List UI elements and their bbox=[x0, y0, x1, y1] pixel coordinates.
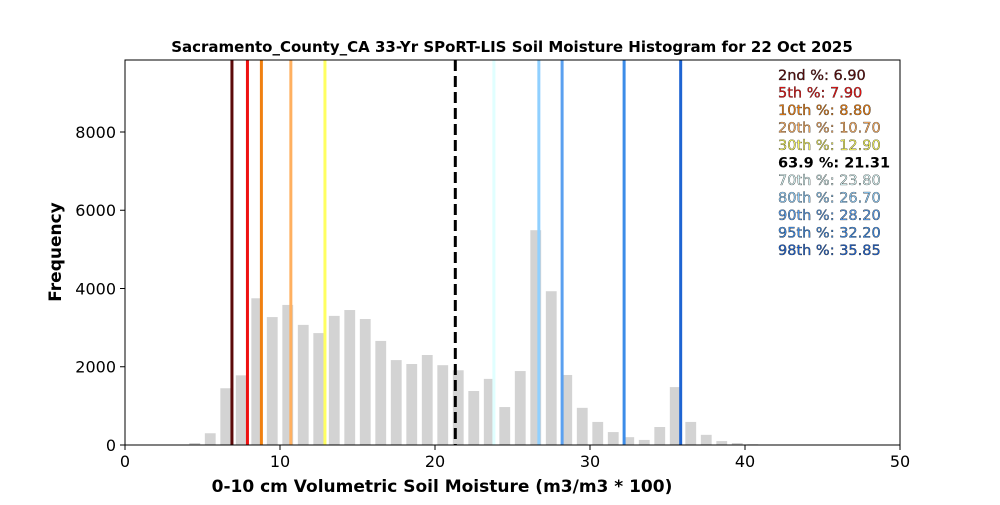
x-axis-label: 0-10 cm Volumetric Soil Moisture (m3/m3 … bbox=[212, 477, 673, 497]
x-tick-label: 10 bbox=[270, 452, 290, 471]
histogram-bar bbox=[623, 437, 635, 445]
histogram-bar bbox=[669, 387, 681, 445]
histogram-bar bbox=[592, 421, 604, 445]
plot-frame bbox=[124, 59, 901, 446]
histogram-bar bbox=[530, 230, 542, 445]
histogram-bar bbox=[390, 360, 402, 445]
histogram-bar bbox=[375, 340, 387, 445]
y-tick-label: 6000 bbox=[75, 201, 116, 220]
legend-entry: 20th %: 10.70 bbox=[778, 121, 881, 137]
legend-entry: 2nd %: 6.90 bbox=[778, 68, 866, 84]
histogram-bar bbox=[266, 317, 278, 445]
histogram-bar bbox=[313, 333, 325, 445]
legend-entry: 63.9 %: 21.31 bbox=[778, 156, 890, 172]
x-tick-label: 30 bbox=[580, 452, 600, 471]
histogram-bar bbox=[344, 310, 356, 445]
histogram-bar bbox=[731, 443, 743, 445]
histogram-bar bbox=[576, 407, 588, 445]
histogram-bar bbox=[282, 304, 294, 445]
y-axis-label: Frequency bbox=[46, 202, 66, 302]
histogram-bar bbox=[607, 432, 619, 445]
legend-entry: 70th %: 23.80 bbox=[778, 173, 881, 189]
histogram-bar bbox=[406, 364, 418, 445]
histogram-bar bbox=[685, 421, 697, 445]
chart-title: Sacramento_County_CA 33-Yr SPoRT-LIS Soi… bbox=[171, 38, 853, 56]
legend-entry: 90th %: 28.20 bbox=[778, 208, 881, 224]
histogram-bar bbox=[468, 391, 480, 445]
y-tick-label: 4000 bbox=[75, 279, 116, 298]
histogram-bar bbox=[716, 441, 728, 445]
histogram-bar bbox=[638, 439, 650, 445]
legend-entry: 5th %: 7.90 bbox=[778, 86, 862, 102]
histogram-bar bbox=[545, 291, 557, 445]
histogram-bar bbox=[654, 427, 666, 445]
x-tick-label: 20 bbox=[425, 452, 445, 471]
histogram-bar bbox=[421, 355, 433, 445]
legend-entry: 10th %: 8.80 bbox=[778, 103, 872, 119]
x-tick-label: 50 bbox=[890, 452, 910, 471]
histogram-bar bbox=[235, 375, 247, 445]
y-tick-label: 2000 bbox=[75, 358, 116, 377]
x-tick-label: 40 bbox=[735, 452, 755, 471]
histogram-bar bbox=[700, 434, 712, 445]
histogram-bar bbox=[514, 371, 526, 445]
histogram-bar bbox=[452, 370, 464, 445]
histogram-bar bbox=[499, 407, 511, 445]
legend-entry: 98th %: 35.85 bbox=[778, 243, 881, 259]
histogram-bar bbox=[297, 324, 309, 445]
y-tick-label: 0 bbox=[106, 436, 116, 455]
legend-entry: 30th %: 12.90 bbox=[778, 138, 881, 154]
histogram-bar bbox=[483, 378, 495, 445]
histogram-bar bbox=[251, 298, 263, 445]
histogram-bar bbox=[561, 374, 573, 445]
histogram-bar bbox=[204, 433, 216, 445]
legend-entry: 95th %: 32.20 bbox=[778, 226, 881, 242]
legend-entry: 80th %: 26.70 bbox=[778, 191, 881, 207]
histogram-bar bbox=[437, 365, 449, 445]
histogram-bar bbox=[359, 319, 371, 445]
histogram-bar bbox=[328, 315, 340, 445]
x-tick-label: 0 bbox=[120, 452, 130, 471]
y-tick-label: 8000 bbox=[75, 123, 116, 142]
histogram-bar bbox=[220, 388, 232, 445]
histogram-bar bbox=[189, 443, 201, 445]
